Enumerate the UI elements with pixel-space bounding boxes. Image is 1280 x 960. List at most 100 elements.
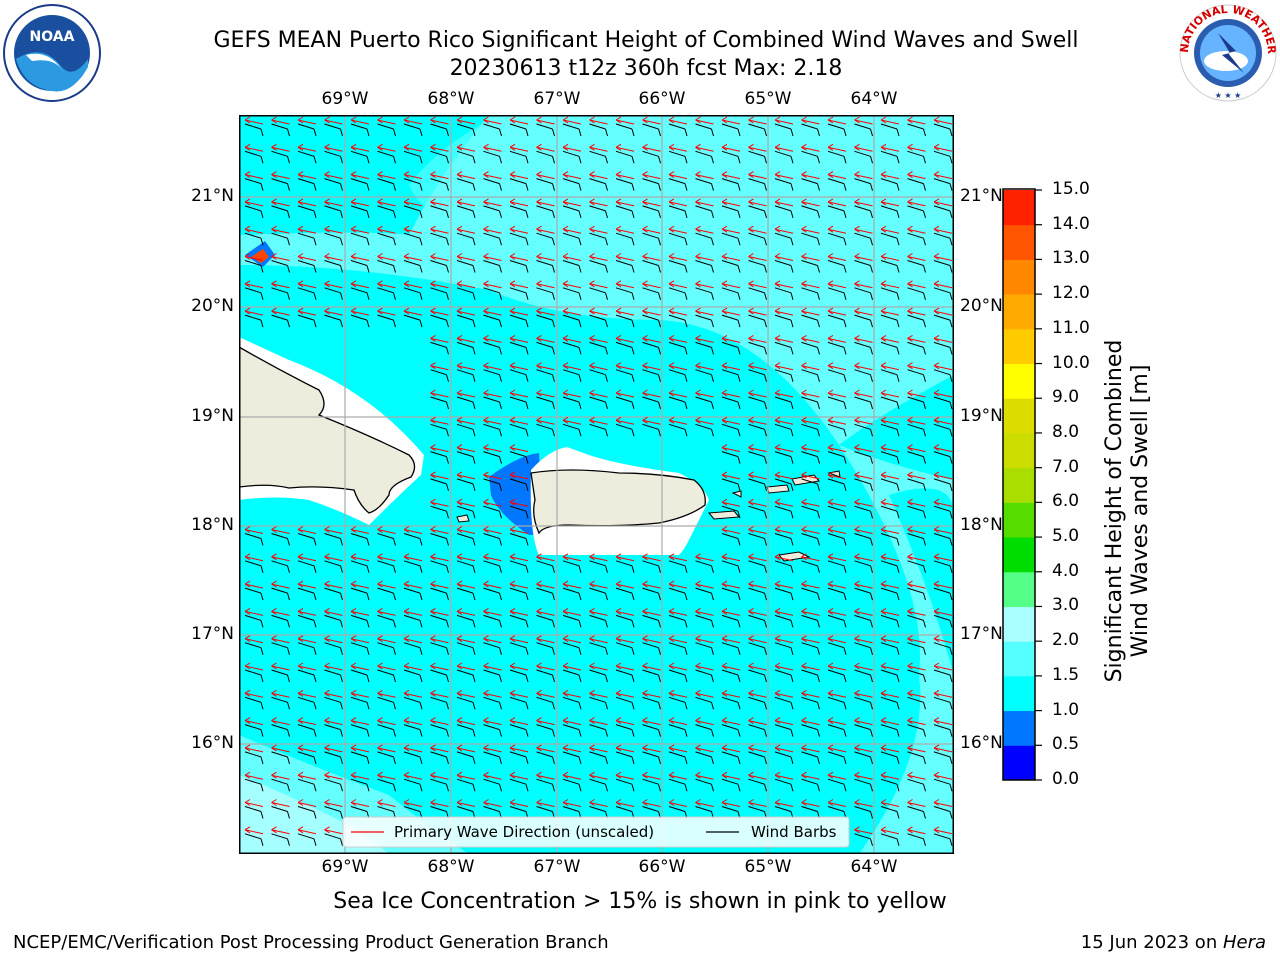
wind-vector [774,498,794,519]
lat-label-left: 19°N [191,406,234,426]
lon-label-top: 69°W [321,89,369,109]
wind-vector [933,362,953,382]
island-st-croix [778,551,811,562]
lon-label-bottom: 64°W [850,857,898,877]
wind-vector [615,362,635,382]
wind-vector [695,416,714,437]
wind-vector [350,553,370,573]
colorbar-tick-label: 0.0 [1052,769,1080,789]
wind-vector [615,253,635,273]
colorbar-band [1003,675,1035,712]
wind-vector [456,253,476,273]
wind-vector [297,553,317,573]
wind-vector [536,280,555,300]
wind-vector [536,416,555,437]
wind-vector [907,526,926,546]
lat-label-right: 18°N [960,515,1003,535]
colorbar-tick-label: 14.0 [1052,213,1090,234]
wind-vector [483,744,502,765]
wind-vector [907,826,926,846]
wind-vector [774,607,794,628]
wind-vector [668,389,688,410]
wind-vector [244,143,264,164]
wind-vector [801,280,820,300]
wind-vector [615,744,635,765]
wind-vector [933,225,953,246]
wind-vector [509,198,529,219]
wind-vector [721,143,741,164]
wind-vector [880,253,900,273]
wind-vector [350,689,370,710]
wind-vector [589,607,608,628]
wind-vector [801,662,820,683]
wind-vector [642,662,661,683]
wind-vector [933,334,953,355]
wind-vector [642,771,661,792]
wind-vector [695,362,714,382]
wind-vector [907,389,926,410]
wind-vector [774,771,794,792]
wind-vector [589,635,608,655]
wind-vector [907,498,926,519]
wind-vector [403,744,423,765]
wind-vector [801,253,820,273]
wind-vector [748,444,767,464]
wind-vector [456,771,476,792]
wind-vector [377,771,396,792]
wind-vector [748,307,767,328]
wind-vector [748,198,767,219]
wind-vector [695,553,714,573]
wind-vector [801,198,820,219]
wind-vector [377,635,396,655]
wind-vector [827,662,847,683]
wind-vector [377,225,396,246]
wind-vector [748,498,767,519]
wind-vector [271,225,290,246]
wind-vector [854,662,873,683]
wind-vector [297,580,317,601]
map-legend: Primary Wave Direction (unscaled) Wind B… [342,816,850,848]
wind-vector [456,444,476,464]
colorbar-tick-label: 4.0 [1052,560,1080,581]
wind-vector [562,143,582,164]
lat-label-right: 19°N [960,406,1003,426]
colorbar-band [1003,502,1035,538]
wind-vector [748,744,767,765]
colorbar-tick-label: 11.0 [1052,317,1090,338]
wind-vector [430,580,449,601]
wind-vector [483,389,502,410]
footer-date: 15 Jun 2023 on [1080,932,1223,953]
colorbar-tick-label: 1.0 [1052,699,1080,720]
wind-vector [324,553,343,573]
wind-vector [562,744,582,765]
wind-vector [748,116,767,137]
wind-vector [350,607,370,628]
wind-vector [695,171,714,191]
wind-vector [854,280,873,300]
wind-vector [509,307,529,328]
wind-vector [562,553,582,573]
wind-vector [615,416,635,437]
wind-vector [827,171,847,191]
wind-vector [748,362,767,382]
wind-vector [483,143,502,164]
wind-vector [880,307,900,328]
colorbar-band [1003,467,1035,503]
svg-text:★ ★ ★: ★ ★ ★ [1215,91,1242,100]
lat-label-right: 16°N [960,733,1003,753]
wind-vector [271,635,290,655]
wind-vector [509,744,529,765]
wind-vector [642,280,661,300]
wind-vector [907,362,926,382]
wind-vector [324,635,343,655]
wind-vector [244,225,264,246]
wind-vector [642,362,661,382]
wind-vector [721,498,741,519]
wind-vector [271,198,290,219]
wind-vector [271,116,290,137]
wind-vector [854,717,873,737]
wind-vector [907,471,926,492]
wind-vector [536,143,555,164]
wind-vector [403,253,423,273]
wind-vector [615,280,635,300]
